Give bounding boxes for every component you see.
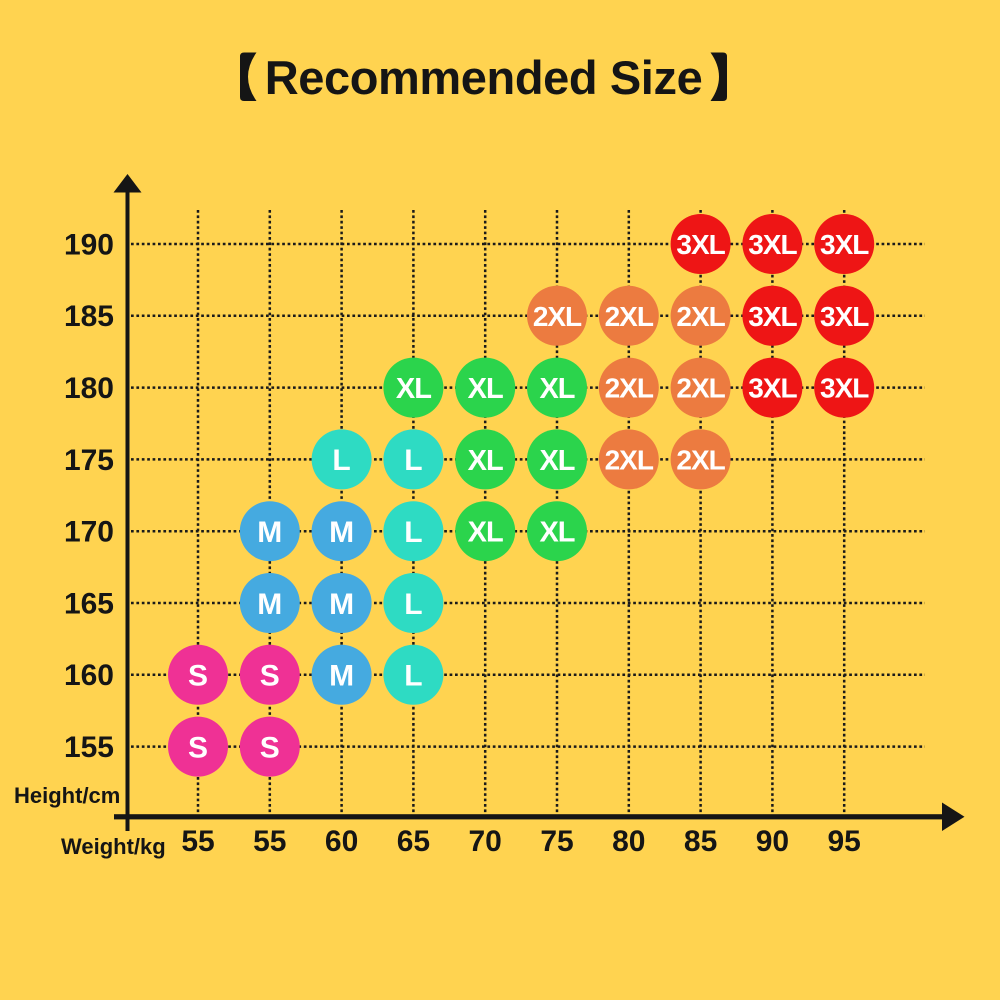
svg-text:2XL: 2XL bbox=[533, 301, 582, 332]
svg-text:3XL: 3XL bbox=[820, 373, 869, 404]
svg-text:3XL: 3XL bbox=[748, 301, 797, 332]
svg-text:L: L bbox=[404, 660, 422, 693]
svg-text:M: M bbox=[329, 516, 354, 549]
svg-text:185: 185 bbox=[64, 300, 114, 333]
svg-text:XL: XL bbox=[539, 445, 574, 477]
svg-text:3XL: 3XL bbox=[748, 229, 797, 260]
svg-text:65: 65 bbox=[397, 825, 430, 858]
svg-text:2XL: 2XL bbox=[676, 373, 725, 404]
svg-text:XL: XL bbox=[468, 517, 503, 549]
svg-text:180: 180 bbox=[64, 372, 114, 405]
svg-text:3XL: 3XL bbox=[820, 229, 869, 260]
svg-text:L: L bbox=[404, 444, 422, 477]
svg-text:Height/cm: Height/cm bbox=[14, 783, 120, 808]
svg-text:XL: XL bbox=[396, 373, 431, 405]
svg-text:55: 55 bbox=[181, 825, 214, 858]
svg-text:2XL: 2XL bbox=[605, 301, 654, 332]
svg-text:M: M bbox=[329, 588, 354, 621]
svg-text:Recommended Size: Recommended Size bbox=[265, 51, 703, 104]
svg-text:S: S bbox=[260, 731, 280, 764]
svg-text:160: 160 bbox=[64, 659, 114, 692]
svg-text:M: M bbox=[257, 516, 282, 549]
svg-text:3XL: 3XL bbox=[676, 229, 725, 260]
svg-text:L: L bbox=[404, 516, 422, 549]
svg-text:3XL: 3XL bbox=[748, 373, 797, 404]
svg-text:3XL: 3XL bbox=[820, 301, 869, 332]
svg-text:90: 90 bbox=[756, 825, 789, 858]
svg-text:2XL: 2XL bbox=[676, 301, 725, 332]
svg-text:XL: XL bbox=[539, 373, 574, 405]
svg-text:190: 190 bbox=[64, 228, 114, 261]
svg-text:M: M bbox=[257, 588, 282, 621]
svg-text:2XL: 2XL bbox=[605, 445, 654, 476]
svg-text:85: 85 bbox=[684, 825, 717, 858]
svg-text:M: M bbox=[329, 660, 354, 693]
svg-text:S: S bbox=[188, 660, 208, 693]
svg-text:L: L bbox=[404, 588, 422, 621]
svg-text:55: 55 bbox=[253, 825, 286, 858]
svg-text:170: 170 bbox=[64, 516, 114, 549]
svg-text:XL: XL bbox=[468, 445, 503, 477]
svg-text:Weight/kg: Weight/kg bbox=[61, 834, 166, 859]
svg-text:155: 155 bbox=[64, 731, 114, 764]
svg-text:2XL: 2XL bbox=[605, 373, 654, 404]
svg-text:2XL: 2XL bbox=[676, 445, 725, 476]
svg-text:S: S bbox=[260, 660, 280, 693]
svg-text:XL: XL bbox=[539, 517, 574, 549]
svg-text:95: 95 bbox=[828, 825, 861, 858]
svg-text:XL: XL bbox=[468, 373, 503, 405]
svg-text:S: S bbox=[188, 731, 208, 764]
svg-text:L: L bbox=[332, 444, 350, 477]
svg-text:70: 70 bbox=[469, 825, 502, 858]
svg-text:80: 80 bbox=[612, 825, 645, 858]
svg-text:75: 75 bbox=[540, 825, 573, 858]
svg-text:165: 165 bbox=[64, 587, 114, 620]
svg-text:175: 175 bbox=[64, 444, 114, 477]
svg-text:60: 60 bbox=[325, 825, 358, 858]
